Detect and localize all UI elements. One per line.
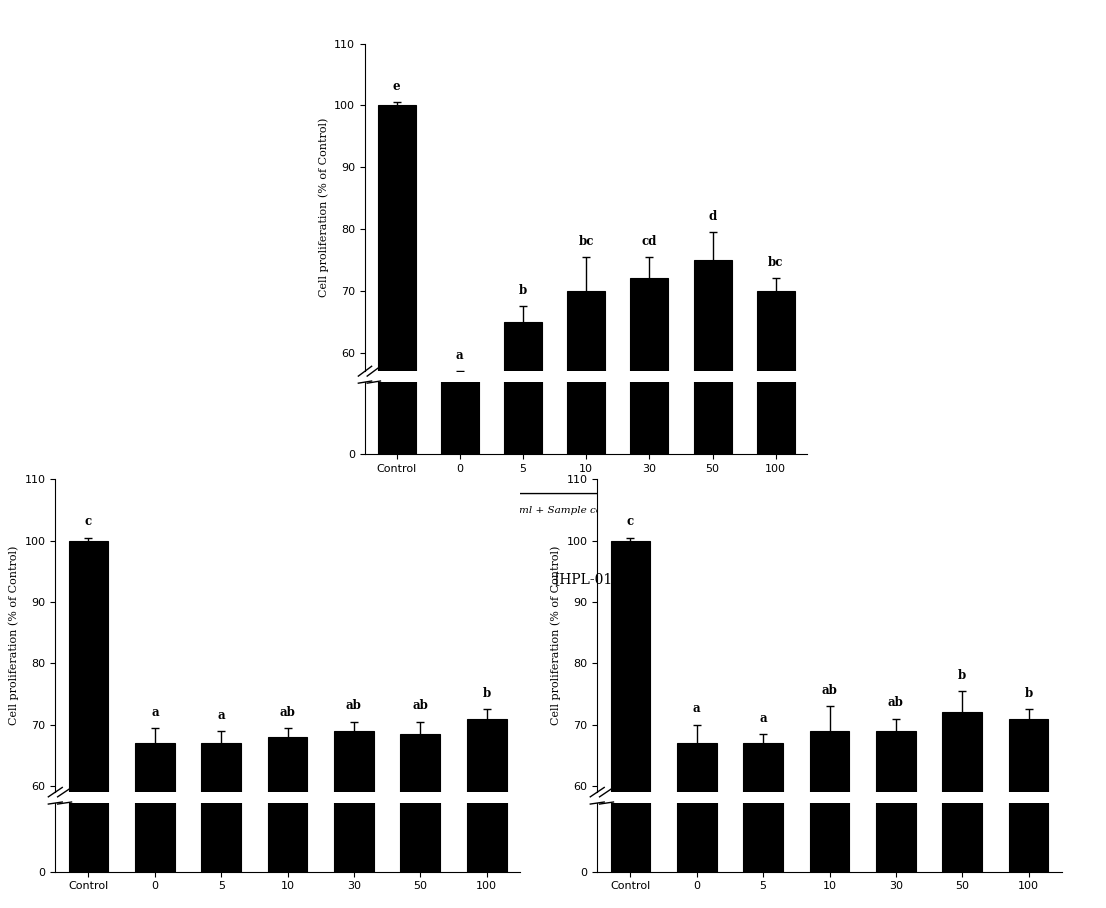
Text: a: a — [760, 712, 766, 725]
Bar — [201, 743, 241, 908]
Bar — [334, 398, 374, 872]
Text: bc: bc — [768, 256, 783, 269]
Bar — [567, 0, 605, 454]
Text: c: c — [85, 516, 92, 528]
Bar — [677, 743, 717, 908]
Text: ab: ab — [280, 706, 295, 718]
Bar — [810, 398, 849, 872]
Bar — [69, 185, 108, 872]
Text: d: d — [709, 210, 717, 222]
Bar — [377, 105, 416, 724]
Text: b: b — [519, 284, 528, 297]
Bar — [467, 384, 507, 872]
Text: ab: ab — [822, 684, 837, 697]
Text: a: a — [456, 349, 463, 362]
Bar — [876, 731, 916, 908]
Bar — [693, 0, 731, 454]
Bar — [757, 291, 795, 724]
Bar — [743, 411, 783, 872]
Bar — [268, 737, 307, 908]
Bar — [677, 411, 717, 872]
Bar — [467, 718, 507, 908]
Bar — [876, 398, 916, 872]
Bar — [693, 260, 731, 724]
Bar — [567, 291, 605, 724]
Bar — [400, 734, 440, 908]
Y-axis label: Cell proliferation (% of Control): Cell proliferation (% of Control) — [9, 546, 19, 725]
Bar — [942, 713, 982, 908]
Text: cd: cd — [641, 234, 657, 248]
Text: a: a — [693, 703, 700, 716]
Bar — [743, 743, 783, 908]
Bar — [630, 279, 668, 724]
Bar — [441, 58, 479, 454]
Bar — [1009, 718, 1048, 908]
Text: ab: ab — [888, 696, 904, 709]
Text: a: a — [218, 708, 225, 722]
Bar — [441, 383, 479, 724]
Text: b: b — [1024, 687, 1033, 700]
Bar — [334, 731, 374, 908]
Bar — [135, 411, 175, 872]
Text: e: e — [393, 80, 400, 93]
Text: b: b — [482, 687, 491, 700]
Text: a: a — [152, 706, 158, 718]
Bar — [135, 743, 175, 908]
Bar — [611, 185, 650, 872]
Text: b: b — [958, 669, 967, 682]
Text: bc: bc — [578, 234, 594, 248]
Bar — [611, 541, 650, 908]
Y-axis label: Cell proliferation (% of Control): Cell proliferation (% of Control) — [319, 118, 328, 297]
Bar — [400, 401, 440, 872]
Bar — [201, 411, 241, 872]
Bar — [504, 321, 542, 724]
Y-axis label: Cell proliferation (% of Control): Cell proliferation (% of Control) — [551, 546, 561, 725]
Text: [HPL-01]: [HPL-01] — [554, 572, 618, 586]
Bar — [504, 0, 542, 454]
Text: ab: ab — [346, 699, 362, 713]
Bar — [268, 405, 307, 872]
Bar — [757, 0, 795, 454]
Text: ab: ab — [413, 699, 428, 713]
Bar — [377, 0, 416, 454]
Bar — [630, 0, 668, 454]
Text: c: c — [627, 516, 634, 528]
Bar — [942, 378, 982, 872]
Bar — [810, 731, 849, 908]
Bar — [1009, 384, 1048, 872]
Text: LPS 1 μg/ml + Sample concentration (μg/ml): LPS 1 μg/ml + Sample concentration (μg/m… — [468, 506, 705, 515]
Bar — [69, 541, 108, 908]
